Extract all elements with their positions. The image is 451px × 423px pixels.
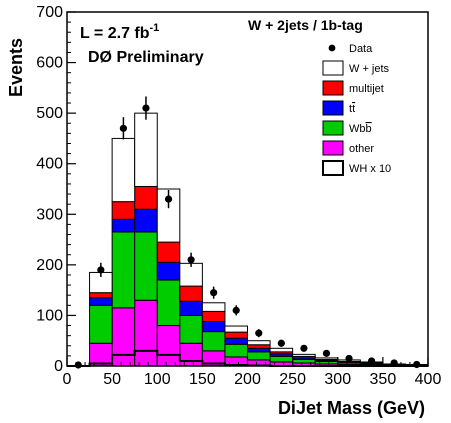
x-tick-label-5: 250: [279, 371, 306, 388]
bar-tt-6: [201, 320, 226, 333]
data-point-2: [119, 124, 128, 132]
legend-label-w-jets: W + jets: [349, 63, 390, 75]
data-point-10: [300, 344, 308, 352]
bar-other-4: [156, 325, 181, 367]
x-tick-label-2: 100: [144, 371, 171, 388]
x-tick-label-3: 150: [189, 371, 216, 388]
stacked-bars: [89, 112, 429, 367]
bar-w-jets-10: [292, 353, 316, 357]
bar-w-jets-6: [201, 302, 226, 312]
data-point-12: [345, 354, 353, 363]
bar-other-3: [134, 299, 158, 367]
bar-other-5: [179, 342, 203, 367]
y-tick-label-3: 300: [36, 206, 63, 223]
luminosity-label: L = 2.7 fb-1: [80, 22, 159, 42]
legend-swatch-tt: [322, 100, 344, 116]
x-tick-label-4: 200: [234, 371, 261, 388]
legend-label-data: Data: [349, 43, 373, 55]
data-point-7: [232, 306, 240, 314]
legend-swatch-signal: [322, 160, 344, 176]
x-tick-label-7: 350: [370, 371, 397, 388]
bar-wbb-4: [156, 279, 181, 327]
bar-wbb-2: [111, 231, 136, 309]
bar-multijet-5: [179, 285, 203, 302]
bar-wbb-7: [224, 343, 248, 358]
data-point-9: [277, 339, 285, 347]
legend-label-tt: tt: [349, 103, 355, 115]
x-tick-label-1: 50: [103, 371, 121, 388]
data-point-11: [322, 349, 331, 357]
channel-label: W + 2jets / 1b-tag: [248, 17, 363, 33]
bar-wbb-5: [179, 314, 203, 344]
bar-tt-3: [134, 208, 158, 233]
legend-label-signal: WH x 10: [349, 163, 391, 175]
data-point-5: [187, 256, 195, 264]
y-tick-label-2: 200: [36, 257, 63, 274]
bar-multijet-2: [111, 201, 136, 220]
x-tick-label-0: 0: [63, 371, 72, 388]
legend-swatch-other: [322, 140, 344, 156]
bar-w-jets-7: [224, 325, 248, 333]
y-tick-label-6: 600: [36, 55, 63, 72]
experiment-label: DØ Preliminary: [88, 49, 204, 66]
bar-w-jets-9: [269, 347, 294, 353]
data-point-3: [142, 104, 150, 112]
y-tick-label-0: 0: [54, 358, 63, 375]
data-point-6: [210, 289, 218, 297]
bar-w-jets-4: [156, 188, 181, 243]
y-tick-label-5: 500: [36, 105, 63, 122]
bar-tt-8: [247, 347, 271, 353]
y-tick-label-4: 400: [36, 156, 63, 173]
legend-label-other: other: [349, 143, 374, 155]
bar-tt-2: [111, 218, 136, 233]
bar-w-jets-2: [111, 137, 136, 203]
axes: 0 50 100 150 200 250 300 350 400 0 100 200 300 400 500…: [36, 4, 441, 388]
bar-wbb-8: [247, 351, 271, 361]
bar-multijet-4: [156, 241, 181, 263]
bar-wbb-1: [89, 304, 113, 344]
bar-w-jets-8: [247, 340, 271, 346]
bar-multijet-1: [89, 292, 113, 299]
y-tick-label-1: 100: [36, 307, 63, 324]
data-point-4: [164, 195, 173, 203]
bar-tt-5: [179, 300, 203, 316]
bar-wbb-3: [134, 231, 158, 301]
bar-w-jets-3: [134, 112, 158, 187]
bar-w-jets-11: [314, 357, 339, 360]
legend-label-multijet: multijet: [349, 83, 384, 95]
bar-multijet-7: [224, 331, 248, 339]
y-tick-label-7: 700: [36, 4, 63, 21]
y-axis-label: Events: [6, 38, 26, 97]
data-points: [74, 96, 421, 369]
x-axis-label: DiJet Mass (GeV): [278, 398, 425, 418]
bar-other-2: [111, 307, 136, 367]
bar-tt-7: [224, 337, 248, 345]
legend-label-wbb: Wbb: [349, 123, 372, 135]
x-tick-label-6: 300: [324, 371, 351, 388]
bar-multijet-6: [201, 310, 226, 322]
bar-multijet-3: [134, 185, 158, 210]
bar-tt-4: [156, 261, 181, 281]
legend-marker-data: [328, 44, 336, 52]
bar-wbb-6: [201, 331, 226, 352]
legend-swatch-multijet: [322, 80, 344, 96]
legend-swatch-w-jets: [322, 60, 344, 76]
x-tick-label-8: 400: [415, 371, 442, 388]
bar-tt-1: [89, 297, 113, 306]
data-point-1: [97, 266, 105, 274]
bar-wbb-9: [269, 355, 294, 363]
legend-swatch-wbb: [322, 120, 344, 136]
bar-multijet-8: [247, 344, 271, 349]
legend: Data W + jets multijet tt Wbb other WH x 10: [322, 43, 391, 176]
bar-wbb-10: [292, 358, 316, 364]
data-point-8: [255, 329, 263, 337]
